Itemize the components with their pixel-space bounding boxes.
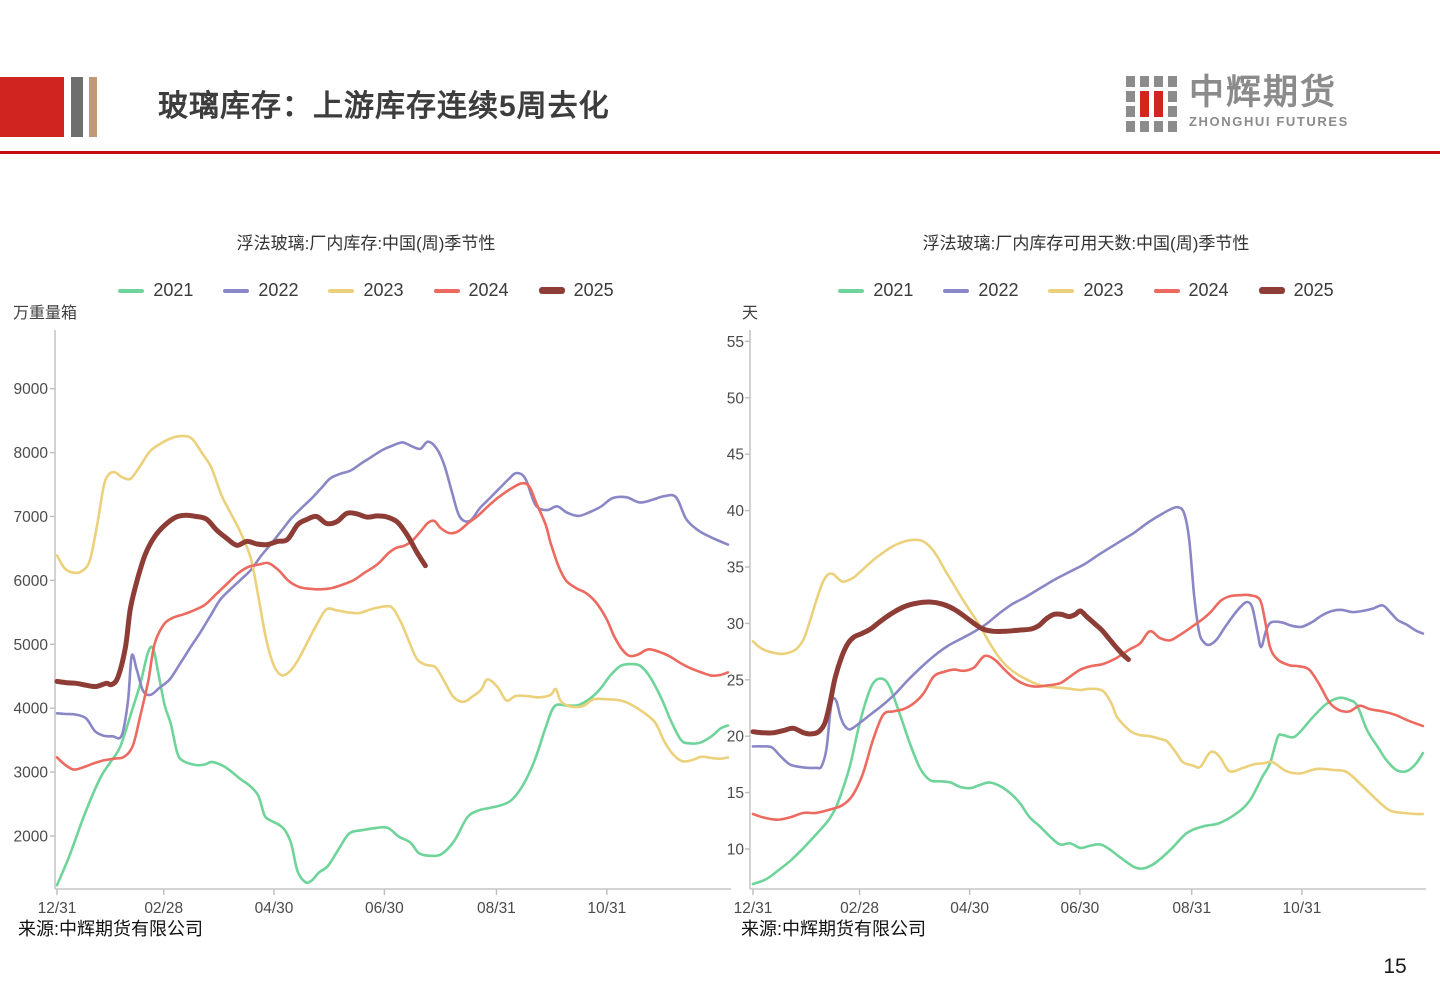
legend-swatch-2025 — [538, 287, 565, 294]
svg-text:06/30: 06/30 — [1060, 900, 1099, 917]
logo-company-name: 中辉期货 — [1189, 73, 1338, 112]
svg-text:40: 40 — [727, 503, 745, 520]
header-accent-red-square — [0, 77, 64, 137]
legend-item-2024: 2024 — [433, 280, 509, 301]
legend-swatch-2023 — [1048, 288, 1075, 293]
svg-text:02/28: 02/28 — [840, 900, 879, 917]
svg-text:3000: 3000 — [14, 765, 49, 782]
svg-text:4000: 4000 — [14, 701, 49, 718]
left-chart-y-axis-unit: 万重量箱 — [13, 305, 78, 322]
legend-swatch-2023 — [328, 288, 355, 293]
svg-text:10/31: 10/31 — [1283, 900, 1322, 917]
svg-text:5000: 5000 — [14, 637, 49, 654]
legend-item-2022: 2022 — [223, 280, 298, 301]
right-chart-legend: 2021 2022 2023 2024 2025 — [750, 280, 1422, 301]
legend-item-2022: 2022 — [943, 280, 1018, 301]
legend-swatch-2024 — [433, 288, 460, 293]
right-chart-source: 来源:中辉期货有限公司 — [741, 919, 926, 939]
legend-swatch-2024 — [1153, 288, 1180, 293]
right-chart-title: 浮法玻璃:厂内库存可用天数:中国(周)季节性 — [922, 234, 1250, 253]
svg-text:30: 30 — [727, 616, 745, 633]
svg-text:7000: 7000 — [14, 509, 49, 526]
company-logo: 中辉期货 ZHONGHUI FUTURES — [1126, 74, 1349, 132]
left-chart-title: 浮法玻璃:厂内库存:中国(周)季节性 — [236, 234, 496, 253]
svg-text:15: 15 — [727, 785, 744, 802]
svg-text:50: 50 — [727, 390, 745, 407]
legend-item-2023: 2023 — [328, 280, 404, 301]
svg-text:10/31: 10/31 — [587, 900, 626, 917]
legend-item-2025: 2025 — [1258, 280, 1334, 301]
logo-grid-icon — [1126, 76, 1177, 132]
svg-text:55: 55 — [727, 334, 744, 351]
header-accent-tan-bar — [89, 77, 97, 137]
legend-swatch-2021 — [838, 288, 865, 293]
page-number: 15 — [1383, 955, 1407, 978]
page-title: 玻璃库存：上游库存连续5周去化 — [158, 90, 610, 123]
legend-item-2023: 2023 — [1048, 280, 1124, 301]
legend-item-2024: 2024 — [1153, 280, 1229, 301]
legend-item-2021: 2021 — [838, 280, 913, 301]
svg-text:06/30: 06/30 — [365, 900, 404, 917]
header-divider-line — [0, 151, 1440, 154]
svg-text:25: 25 — [727, 672, 744, 689]
left-chart-source: 来源:中辉期货有限公司 — [18, 919, 203, 939]
left-chart-legend: 2021 2022 2023 2024 2025 — [30, 280, 702, 301]
svg-text:12/31: 12/31 — [734, 900, 773, 917]
logo-company-name-en: ZHONGHUI FUTURES — [1189, 114, 1349, 129]
svg-text:20: 20 — [727, 729, 745, 746]
header-accent-gray-bar — [71, 77, 83, 137]
svg-text:8000: 8000 — [14, 445, 49, 462]
legend-item-2021: 2021 — [118, 280, 193, 301]
svg-text:12/31: 12/31 — [38, 900, 77, 917]
right-chart-y-axis-unit: 天 — [742, 305, 759, 322]
svg-text:08/31: 08/31 — [477, 900, 516, 917]
svg-text:02/28: 02/28 — [144, 900, 183, 917]
svg-text:9000: 9000 — [14, 381, 49, 398]
svg-text:35: 35 — [727, 560, 744, 577]
legend-swatch-2021 — [118, 288, 145, 293]
svg-text:45: 45 — [727, 447, 744, 464]
svg-text:10: 10 — [727, 842, 745, 859]
legend-item-2025: 2025 — [538, 280, 614, 301]
svg-text:2000: 2000 — [14, 829, 49, 846]
svg-text:6000: 6000 — [14, 573, 49, 590]
svg-text:04/30: 04/30 — [255, 900, 294, 917]
svg-text:04/30: 04/30 — [950, 900, 989, 917]
legend-swatch-2025 — [1258, 287, 1285, 294]
legend-swatch-2022 — [223, 288, 250, 293]
legend-swatch-2022 — [943, 288, 970, 293]
svg-text:08/31: 08/31 — [1172, 900, 1211, 917]
